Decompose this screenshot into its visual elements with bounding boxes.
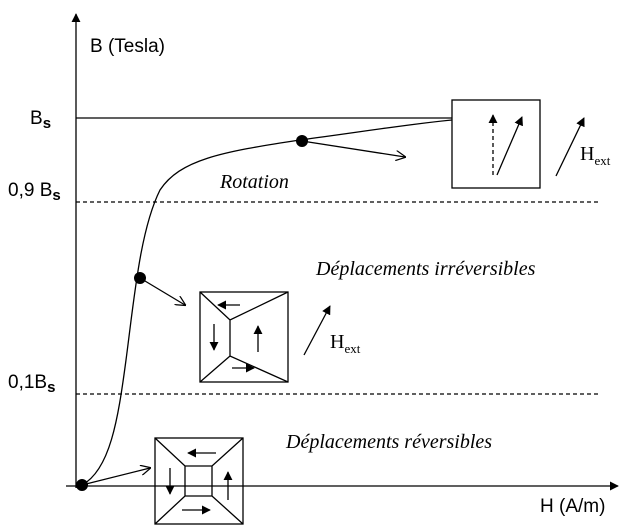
field-arrow — [555, 117, 585, 177]
region-label: Rotation — [219, 171, 289, 193]
field-arrow — [303, 305, 331, 356]
region-label: Déplacements irréversibles — [315, 258, 536, 280]
y-axis-label: B (Tesla) — [90, 36, 165, 57]
field-label: Hext — [330, 331, 361, 356]
x-axis-label: H (A/m) — [540, 496, 605, 517]
domain-box — [154, 437, 244, 525]
level-label: 0,9 Bs — [8, 180, 61, 204]
pointer-arrow — [139, 277, 185, 305]
domain-box — [199, 291, 289, 383]
level-label: 0,1Bs — [8, 372, 55, 396]
domain-box — [451, 99, 541, 189]
level-label: Bs — [30, 108, 51, 132]
pointer-arrow — [301, 140, 405, 157]
magnetization-curve — [81, 119, 453, 486]
field-label: Hext — [580, 143, 611, 168]
region-label: Déplacements réversibles — [285, 431, 492, 453]
pointer-arrow — [81, 468, 150, 486]
